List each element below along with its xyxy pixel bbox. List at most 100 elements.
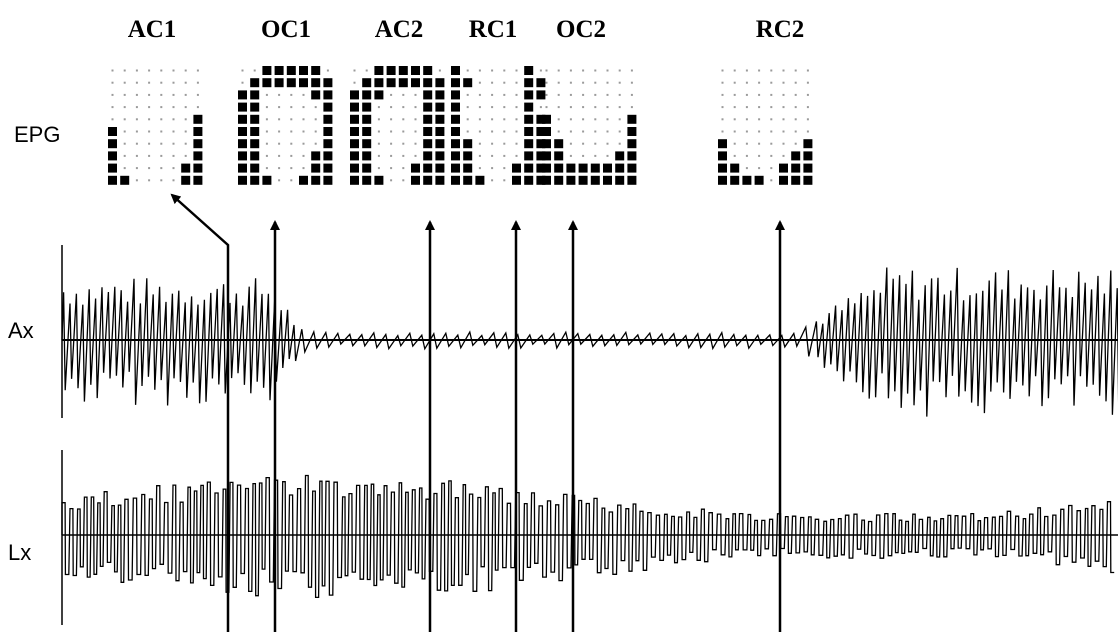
epg-no-contact-cell <box>123 106 126 109</box>
epg-no-contact-cell <box>278 179 281 182</box>
epg-contact-cell <box>362 78 372 88</box>
epg-contact-cell <box>524 139 534 149</box>
epg-no-contact-cell <box>782 69 785 72</box>
epg-no-contact-cell <box>515 130 518 133</box>
epg-contact-cell <box>435 151 445 161</box>
epg-no-contact-cell <box>503 130 506 133</box>
epg-contact-cell <box>730 163 740 173</box>
epg-no-contact-cell <box>770 106 773 109</box>
epg-contact-cell <box>718 163 727 173</box>
epg-contact-cell <box>542 163 551 173</box>
epg-no-contact-cell <box>402 130 405 133</box>
epg-contact-cell <box>323 175 333 185</box>
lx-waveform-panel <box>61 474 1118 599</box>
epg-no-contact-cell <box>160 106 163 109</box>
epg-no-contact-cell <box>466 93 469 96</box>
epg-no-contact-cell <box>123 167 126 170</box>
epg-contact-cell <box>250 163 260 173</box>
epg-no-contact-cell <box>290 118 293 121</box>
epg-contact-cell <box>193 163 203 173</box>
epg-no-contact-cell <box>123 142 126 145</box>
epg-no-contact-cell <box>314 142 317 145</box>
epg-contact-cell <box>512 163 521 173</box>
epg-contact-cell <box>238 163 247 173</box>
palatogram-rc1 <box>451 66 546 185</box>
epg-no-contact-cell <box>466 69 469 72</box>
epg-no-contact-cell <box>123 69 126 72</box>
epg-no-contact-cell <box>782 118 785 121</box>
epg-contact-cell <box>323 90 333 100</box>
epg-contact-cell <box>238 139 247 149</box>
epg-no-contact-cell <box>148 93 151 96</box>
epg-no-contact-cell <box>290 167 293 170</box>
epg-no-contact-cell <box>594 130 597 133</box>
epg-no-contact-cell <box>414 106 417 109</box>
epg-no-contact-cell <box>365 69 368 72</box>
epg-no-contact-cell <box>733 130 736 133</box>
epg-no-contact-cell <box>478 130 481 133</box>
epg-contact-cell <box>423 66 433 75</box>
epg-contact-cell <box>250 114 260 124</box>
epg-contact-cell <box>362 139 372 149</box>
epg-no-contact-cell <box>414 118 417 121</box>
epg-no-contact-cell <box>390 167 393 170</box>
epg-contact-cell <box>108 139 117 149</box>
epg-contact-cell <box>536 90 546 100</box>
epg-no-contact-cell <box>148 179 151 182</box>
epg-contact-cell <box>108 175 117 185</box>
epg-no-contact-cell <box>806 81 809 84</box>
epg-contact-cell <box>435 139 445 149</box>
epg-no-contact-cell <box>466 130 469 133</box>
epg-no-contact-cell <box>135 118 138 121</box>
epg-no-contact-cell <box>290 130 293 133</box>
epg-contact-cell <box>362 163 372 173</box>
epg-no-contact-cell <box>402 118 405 121</box>
epg-no-contact-cell <box>377 142 380 145</box>
epg-no-contact-cell <box>745 93 748 96</box>
epg-no-contact-cell <box>503 106 506 109</box>
frame-label-rc1: RC1 <box>469 16 518 43</box>
epg-contact-cell <box>451 127 460 136</box>
epg-contact-cell <box>362 114 372 124</box>
epg-no-contact-cell <box>466 106 469 109</box>
epg-no-contact-cell <box>758 93 761 96</box>
epg-no-contact-cell <box>721 106 724 109</box>
epg-no-contact-cell <box>582 118 585 121</box>
epg-no-contact-cell <box>515 142 518 145</box>
epg-no-contact-cell <box>196 106 199 109</box>
frame-label-oc2: OC2 <box>556 16 606 43</box>
epg-contact-cell <box>524 151 534 161</box>
epg-no-contact-cell <box>402 142 405 145</box>
epg-contact-cell <box>423 151 433 161</box>
epg-no-contact-cell <box>172 154 175 157</box>
epg-no-contact-cell <box>302 118 305 121</box>
epg-contact-cell <box>463 78 473 88</box>
epg-no-contact-cell <box>733 142 736 145</box>
epg-contact-cell <box>238 175 247 185</box>
epg-no-contact-cell <box>172 179 175 182</box>
epg-no-contact-cell <box>733 81 736 84</box>
epg-no-contact-cell <box>402 154 405 157</box>
epg-no-contact-cell <box>196 81 199 84</box>
epg-no-contact-cell <box>135 69 138 72</box>
epg-contact-cell <box>386 66 396 75</box>
epg-no-contact-cell <box>278 118 281 121</box>
epg-no-contact-cell <box>630 69 633 72</box>
epg-no-contact-cell <box>582 154 585 157</box>
epg-contact-cell <box>524 163 534 173</box>
epg-contact-cell <box>803 175 813 185</box>
epg-no-contact-cell <box>770 118 773 121</box>
epg-no-contact-cell <box>414 93 417 96</box>
epg-no-contact-cell <box>557 118 560 121</box>
epg-no-contact-cell <box>302 167 305 170</box>
epg-no-contact-cell <box>390 154 393 157</box>
epg-no-contact-cell <box>733 106 736 109</box>
epg-contact-cell <box>779 163 788 173</box>
epg-contact-cell <box>542 151 551 161</box>
epg-no-contact-cell <box>515 81 518 84</box>
epg-contact-cell <box>791 151 801 161</box>
epg-contact-cell <box>374 66 384 75</box>
epg-contact-cell <box>463 151 473 161</box>
epg-contact-cell <box>542 175 551 185</box>
epg-no-contact-cell <box>594 106 597 109</box>
